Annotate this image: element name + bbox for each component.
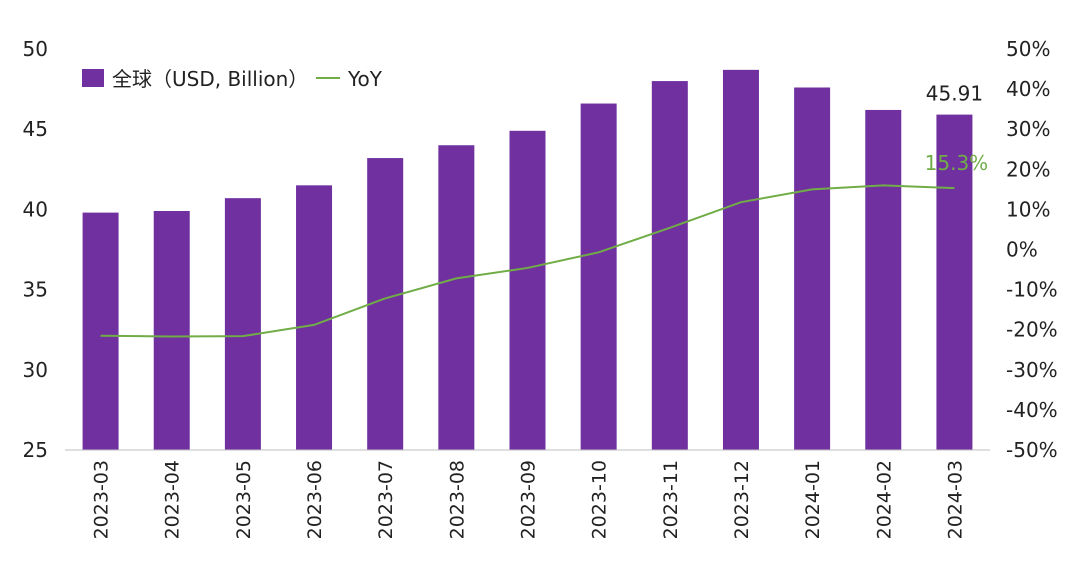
right-tick-label: 30% <box>1006 117 1050 141</box>
legend-label-line: YoY <box>347 67 383 91</box>
right-tick-label: 0% <box>1006 238 1038 262</box>
bar-2023-07 <box>367 158 404 450</box>
bar-last-label: 45.91 <box>926 82 983 106</box>
x-tick-label: 2023-06 <box>304 460 326 539</box>
bar-2024-01 <box>794 87 831 450</box>
x-tick-label: 2023-10 <box>589 460 611 539</box>
x-tick-label: 2024-02 <box>873 460 895 539</box>
right-tick-label: -30% <box>1006 358 1058 382</box>
bar-2023-10 <box>580 103 617 450</box>
x-tick-label: 2023-12 <box>731 460 753 539</box>
right-tick-label: 10% <box>1006 197 1050 221</box>
right-tick-label: -40% <box>1006 398 1058 422</box>
bar-2023-06 <box>296 185 333 450</box>
right-tick-label: -50% <box>1006 438 1058 462</box>
bar-2023-12 <box>722 69 759 451</box>
left-tick-label: 25 <box>23 438 48 462</box>
right-tick-label: -10% <box>1006 278 1058 302</box>
left-tick-label: 45 <box>23 117 48 141</box>
x-tick-label: 2023-03 <box>91 460 113 539</box>
right-tick-label: -20% <box>1006 318 1058 342</box>
left-tick-label: 50 <box>23 37 48 61</box>
x-tick-label: 2024-01 <box>802 460 824 539</box>
x-tick-label: 2023-04 <box>162 460 184 539</box>
x-tick-label: 2023-07 <box>375 460 397 539</box>
bar-2024-02 <box>865 109 902 451</box>
right-axis-ticks: -50% -40% -30% -20% -10% 0% 10% 20% 30% 40% 50% <box>1006 37 1058 462</box>
left-tick-label: 30 <box>23 358 48 382</box>
yoy-line-series <box>100 184 955 338</box>
x-tick-label: 2023-11 <box>660 460 682 539</box>
bar-2023-11 <box>651 81 688 450</box>
right-tick-label: 50% <box>1006 37 1050 61</box>
legend-swatch-bar <box>82 69 104 87</box>
bar-2024-03 <box>936 114 973 450</box>
right-tick-label: 20% <box>1006 157 1050 181</box>
bar-2023-04 <box>153 211 190 450</box>
line-last-label: 15.3% <box>925 151 989 175</box>
left-tick-label: 35 <box>23 278 48 302</box>
x-tick-label: 2023-05 <box>233 460 255 539</box>
bar-series <box>82 69 973 451</box>
legend-label-bar: 全球（USD, Billion） <box>112 67 308 91</box>
left-axis-ticks: 25 30 35 40 45 50 <box>23 37 48 462</box>
left-tick-label: 40 <box>23 197 48 221</box>
bar-2023-03 <box>82 212 119 450</box>
x-tick-label: 2024-03 <box>944 460 966 539</box>
x-tick-label: 2023-08 <box>446 460 468 539</box>
right-tick-label: 40% <box>1006 77 1050 101</box>
legend: 全球（USD, Billion） YoY <box>82 67 383 91</box>
bar-2023-05 <box>224 198 261 450</box>
x-axis-ticks: 2023-03 2023-04 2023-05 2023-06 2023-07 2023-… <box>91 460 967 539</box>
data-labels: 45.91 15.3% <box>925 82 989 176</box>
bar-2023-08 <box>438 145 475 451</box>
bar-2023-09 <box>509 130 546 450</box>
x-tick-label: 2023-09 <box>518 460 540 539</box>
